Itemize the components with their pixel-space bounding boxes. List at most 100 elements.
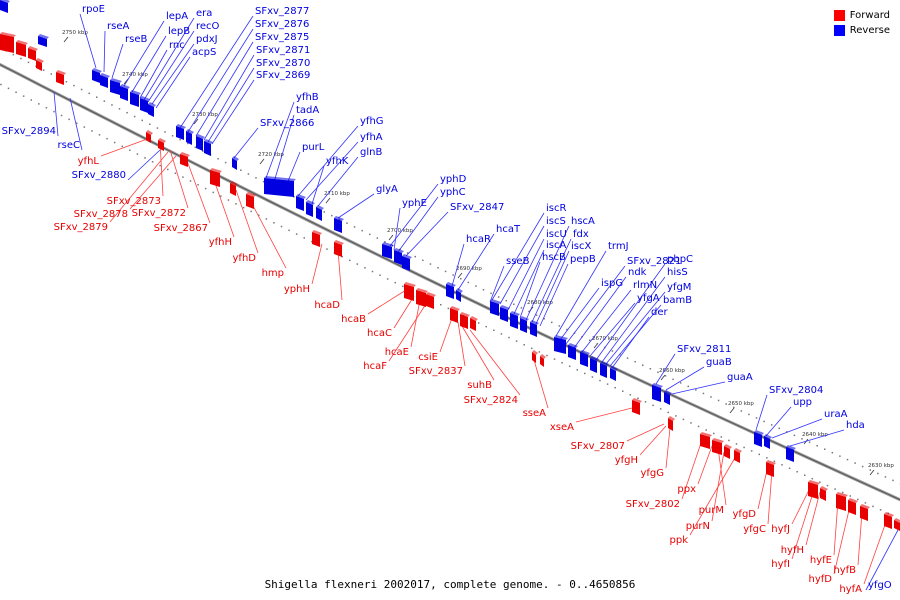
leader-line bbox=[213, 179, 235, 238]
axis-dot bbox=[30, 99, 32, 101]
reverse-gene-feature-edge bbox=[92, 68, 102, 73]
axis-dot bbox=[204, 187, 207, 190]
reverse-gene-feature-edge bbox=[402, 254, 412, 259]
tick-label: 2750 kbp bbox=[62, 30, 88, 36]
axis-dot bbox=[402, 285, 404, 288]
axis-dot bbox=[217, 158, 219, 160]
gene-label: yfhH bbox=[209, 237, 232, 248]
gene-label: yfgM bbox=[667, 282, 691, 293]
axis-dot bbox=[83, 126, 86, 128]
axis-dot bbox=[599, 379, 601, 382]
leader-line bbox=[833, 505, 851, 575]
axis-dot bbox=[622, 390, 624, 392]
leader-line bbox=[789, 429, 845, 447]
reverse-gene-feature-edge bbox=[530, 320, 539, 325]
axis-dot bbox=[877, 472, 879, 475]
axis-dot bbox=[808, 441, 811, 444]
axis-dot bbox=[824, 448, 826, 450]
axis-dot bbox=[758, 453, 760, 456]
reverse-gene-feature bbox=[530, 322, 537, 337]
forward-gene-feature bbox=[404, 284, 414, 301]
axis-dot bbox=[626, 357, 629, 359]
reverse-gene-feature-edge bbox=[764, 434, 772, 439]
forward-gene-feature-edge bbox=[158, 138, 166, 143]
axis-dot bbox=[531, 347, 533, 350]
leader-line bbox=[863, 521, 887, 585]
axis-dot bbox=[437, 266, 439, 269]
axis-dot bbox=[535, 314, 538, 316]
axis-dot bbox=[429, 263, 432, 265]
leader-line bbox=[367, 289, 407, 315]
axis-dot bbox=[861, 465, 864, 468]
leader-line bbox=[671, 381, 726, 395]
gene-label: SFxv_2804 bbox=[769, 385, 823, 396]
gene-label: pdxJ bbox=[196, 34, 218, 45]
axis-dot bbox=[826, 484, 829, 487]
leader-line bbox=[249, 199, 287, 269]
axis-dot bbox=[728, 439, 730, 442]
forward-gene-feature-edge bbox=[28, 46, 38, 51]
leader-line bbox=[159, 141, 164, 197]
axis-dot bbox=[371, 270, 374, 273]
tick-label: 2720 kbp bbox=[258, 152, 284, 158]
gene-label: yfgG bbox=[640, 468, 664, 479]
forward-gene-feature-edge bbox=[884, 512, 894, 517]
forward-gene-feature-edge bbox=[404, 282, 416, 287]
axis-dot bbox=[361, 229, 363, 232]
axis-dot bbox=[311, 240, 313, 243]
reverse-gene-feature bbox=[446, 284, 454, 299]
leader-line bbox=[519, 261, 541, 319]
gene-label: uraA bbox=[824, 409, 848, 420]
reverse-gene-feature bbox=[148, 104, 154, 117]
forward-gene-feature-edge bbox=[416, 288, 428, 293]
axis-dot bbox=[174, 172, 177, 175]
gene-label: fdx bbox=[573, 229, 589, 240]
gene-label: yfhL bbox=[78, 156, 100, 167]
forward-gene-feature bbox=[56, 72, 64, 85]
forward-gene-feature bbox=[712, 440, 722, 455]
forward-gene-feature-edge bbox=[724, 444, 732, 449]
leader-line bbox=[393, 295, 415, 329]
reverse-gene-feature bbox=[334, 218, 342, 233]
reverse-gene-feature bbox=[296, 196, 304, 211]
gene-label: era bbox=[196, 8, 212, 19]
axis-dot bbox=[326, 248, 328, 250]
tick-label: 2660 kbp bbox=[659, 368, 685, 374]
axis-dot bbox=[265, 218, 268, 220]
gene-label: lepB bbox=[168, 26, 190, 37]
axis-dot bbox=[141, 119, 143, 122]
legend-swatch-reverse bbox=[833, 25, 845, 36]
leader-line bbox=[143, 17, 195, 101]
reverse-gene-feature-edge bbox=[316, 205, 324, 210]
axis-dot bbox=[76, 122, 78, 124]
gene-label: hyfA bbox=[839, 584, 862, 595]
leader-line bbox=[235, 189, 259, 254]
axis-dot bbox=[561, 361, 563, 364]
leader-line bbox=[533, 359, 549, 409]
forward-gene-feature-edge bbox=[632, 398, 642, 403]
axis-dot bbox=[364, 267, 366, 269]
axis-dot bbox=[675, 415, 677, 417]
gene-label: yfgA bbox=[637, 293, 660, 304]
axis-dot bbox=[460, 278, 462, 280]
gene-label: hyfE bbox=[810, 555, 832, 566]
tick-mark bbox=[457, 272, 463, 279]
gene-label: yfgD bbox=[733, 509, 757, 520]
reverse-gene-feature-edge bbox=[306, 200, 315, 205]
axis-dot bbox=[227, 199, 230, 201]
forward-gene-feature bbox=[836, 494, 846, 511]
forward-gene-feature bbox=[668, 418, 673, 431]
leader-line bbox=[535, 250, 570, 325]
tick-label: 2700 kbp bbox=[387, 228, 413, 234]
axis-dot bbox=[73, 84, 75, 87]
axis-dot bbox=[295, 233, 298, 235]
gene-label: SFxv_2876 bbox=[255, 19, 309, 30]
axis-dot bbox=[60, 114, 63, 117]
forward-gene-feature-edge bbox=[230, 181, 238, 186]
gene-label: acpS bbox=[192, 47, 216, 58]
axis-dot bbox=[515, 340, 518, 342]
gene-label: hscB bbox=[542, 252, 566, 263]
gene-label: iscR bbox=[546, 203, 566, 214]
forward-gene-feature-edge bbox=[56, 70, 66, 75]
